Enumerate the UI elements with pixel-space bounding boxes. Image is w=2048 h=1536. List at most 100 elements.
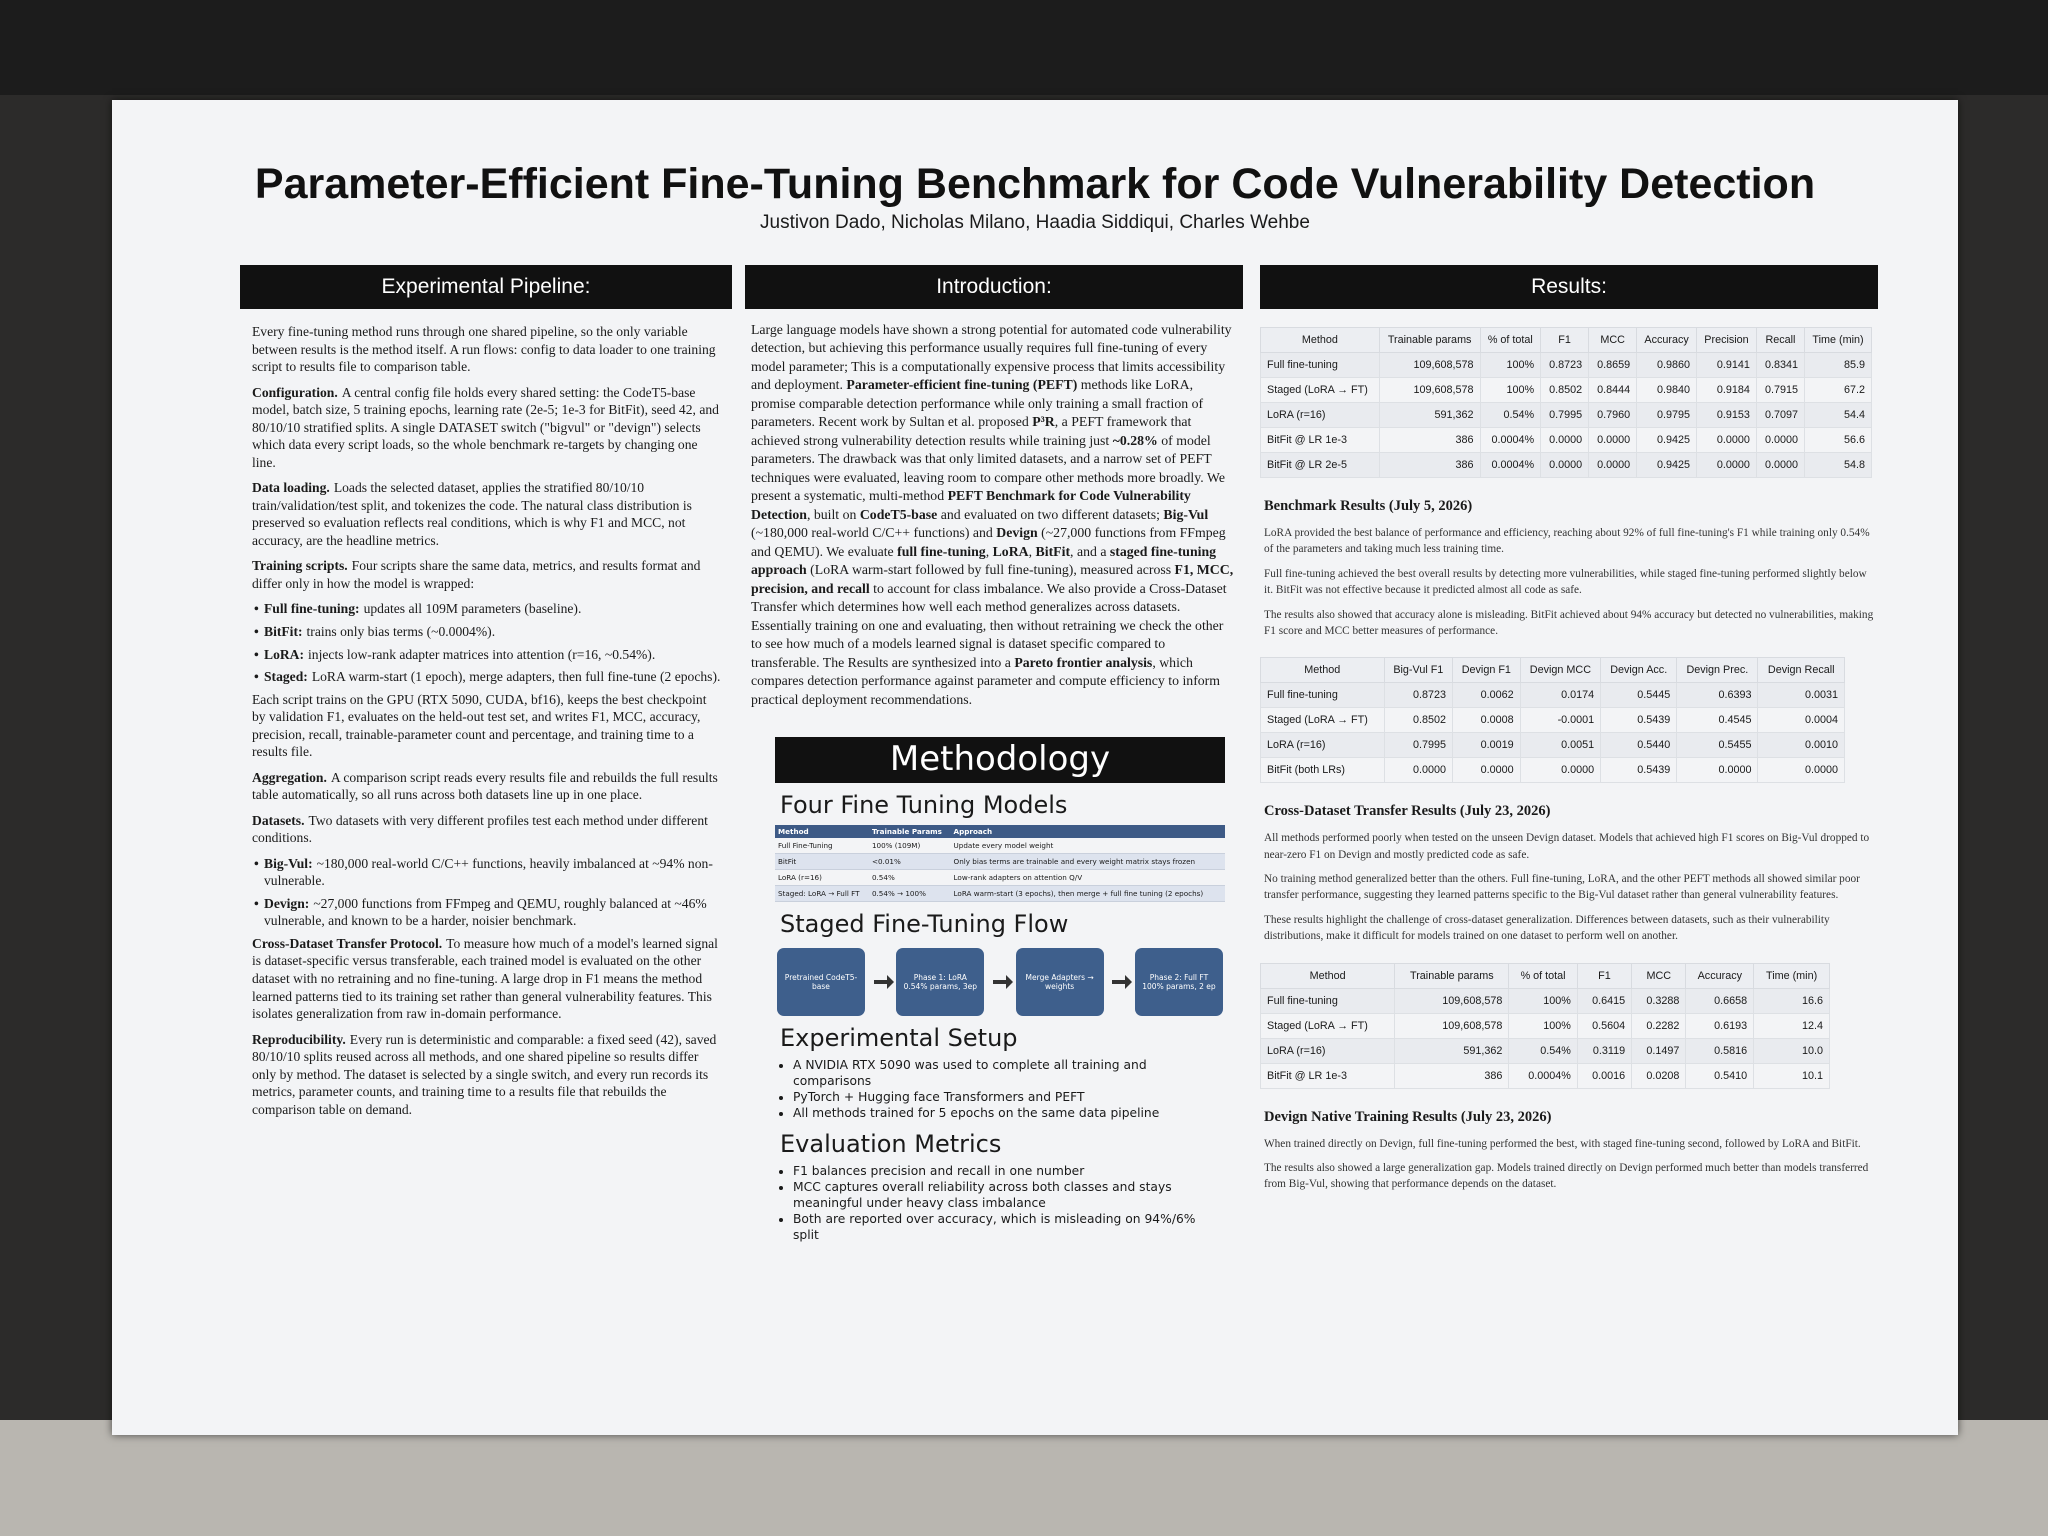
table-cell: Full fine-tuning (1260, 352, 1380, 378)
table-cell: 0.7097 (1755, 402, 1805, 428)
bold-text: Pareto frontier analysis (1014, 654, 1153, 670)
bold-text: PEFT Benchmark for Code Vulnerability De… (751, 488, 1191, 522)
table-cell: Full fine-tuning (1259, 987, 1396, 1014)
header-cell: Devign Acc. (1600, 657, 1678, 684)
table-cell: 0.8502 (1383, 707, 1454, 734)
table-cell: BitFit @ LR 1e-3 (1260, 427, 1380, 453)
table-cell: 0.5439 (1600, 757, 1678, 784)
table-cell: 0.0174 (1519, 682, 1602, 709)
bold-text: staged fine-tuning approach (751, 543, 1217, 578)
table-cell: 0.9795 (1636, 402, 1698, 428)
table-cell: 0.6193 (1685, 1012, 1755, 1039)
metric-item: F1 balances precision and recall in one … (793, 1164, 1225, 1180)
table-cell: Staged (LoRA → FT) (1260, 707, 1385, 734)
bullet-item: LoRA:injects low-rank adapter matrices i… (252, 646, 722, 664)
header-cell: Devign MCC (1519, 657, 1602, 684)
table-cell: 386 (1394, 1062, 1510, 1089)
table-cell: 16.6 (1753, 987, 1830, 1014)
table-cell: 0.0000 (1696, 427, 1757, 453)
methodology-heading: Methodology (775, 737, 1225, 784)
table-cell: -0.0001 (1519, 707, 1602, 734)
table-cell: 100% (109M) (868, 838, 951, 855)
table-cell: 386 (1378, 452, 1481, 478)
table-cell: Full fine-tuning (1260, 682, 1385, 709)
bullet-item: Full fine-tuning:updates all 109M parame… (252, 600, 722, 618)
table-row: BitFit @ LR 1e-3 386 0.0004% 0.0016 0.0208 0.… (1259, 1062, 1830, 1089)
flow-arrow (992, 975, 1013, 990)
table-cell: 0.5455 (1676, 732, 1759, 759)
body-text: , built on (806, 506, 860, 522)
body-text: Two datasets with very different profile… (252, 812, 708, 846)
body-text: , a PEFT framework that achieved strong … (751, 414, 1192, 448)
table-cell: 0.0051 (1519, 732, 1602, 759)
bullet-item: Devign:~27,000 functions from FFmpeg and… (252, 895, 722, 930)
table-row: LoRA (r=16) 0.7995 0.0019 0.0051 0.5440 0.545… (1260, 732, 1845, 759)
table-cell: 0.0000 (1540, 427, 1590, 453)
header-cell: MCC (1631, 962, 1687, 989)
header-cell: % of total (1479, 327, 1542, 353)
bold-text: full fine-tuning (897, 543, 986, 559)
header-cell: Accuracy (1685, 962, 1755, 989)
metrics-list: F1 balances precision and recall in one … (775, 1164, 1225, 1244)
table-cell: 109,608,578 (1378, 377, 1481, 403)
table-cell: Update every model weight (950, 838, 1225, 855)
table-cell: 0.6393 (1676, 682, 1759, 709)
header-cell: Approach (950, 825, 1225, 839)
setup-item: PyTorch + Hugging face Transformers and … (793, 1090, 1225, 1106)
lead-text: LoRA: (264, 646, 305, 662)
table-row: LoRA (r=16) 591,362 0.54% 0.7995 0.7960 0.979… (1260, 402, 1873, 428)
table-cell: LoRA warm-start (3 epochs), then merge +… (950, 885, 1225, 903)
table-cell: 67.2 (1803, 377, 1873, 403)
table-cell: 0.9184 (1696, 377, 1757, 403)
header-cell: Devign Prec. (1676, 657, 1759, 684)
table-cell: 0.8723 (1540, 352, 1590, 378)
table-cell: 0.8659 (1588, 352, 1638, 378)
paragraph: Datasets. Two datasets with very differen… (252, 812, 722, 847)
table-cell: <0.01% (868, 853, 951, 871)
header-cell: Time (min) (1803, 327, 1873, 353)
table-cell: 0.9860 (1636, 352, 1698, 378)
body-text: LoRA warm-start (1 epoch), merge adapter… (311, 669, 721, 685)
paragraph: The results also showed that accuracy al… (1264, 608, 1874, 637)
lead-text: Datasets. (252, 812, 305, 828)
table-cell: 0.0016 (1576, 1062, 1633, 1089)
table-cell: 0.0208 (1631, 1062, 1687, 1089)
bold-text: P³R (1032, 414, 1055, 430)
table-cell: 0.0000 (1519, 757, 1602, 784)
table-cell: 12.4 (1753, 1012, 1830, 1039)
header-row: Method Trainable params% of total F1 MCC Acc… (1259, 962, 1830, 989)
table-cell: 0.0000 (1452, 757, 1521, 784)
table-cell: 386 (1378, 427, 1481, 453)
setup-list: A NVIDIA RTX 5090 was used to complete a… (775, 1058, 1225, 1122)
models-table-wrap: Method Trainable Params Approach Full Fine-… (775, 825, 1225, 903)
paragraph: Each script trains on the GPU (RTX 5090,… (252, 691, 722, 761)
background-floor (0, 1420, 2048, 1536)
table-cell: 0.0000 (1755, 452, 1805, 478)
table-wrap: Method Trainable params% of total F1 MCC Acc… (1260, 327, 1878, 478)
paragraph: No training method generalized better th… (1264, 873, 1860, 902)
table-cell: 0.3119 (1576, 1037, 1633, 1064)
header-cell: F1 (1540, 327, 1590, 353)
subheading: Devign Native Training Results (July 23,… (1264, 1108, 1552, 1125)
table-cell: 54.4 (1803, 402, 1873, 428)
header-cell: Trainable Params (868, 825, 951, 839)
body-text: To measure how much of a model's learned… (252, 935, 718, 1022)
bold-text: LoRA (992, 543, 1029, 559)
table-cell: 0.0000 (1757, 757, 1845, 784)
table-cell: 0.5445 (1600, 682, 1678, 709)
table-cell: 0.4545 (1676, 707, 1759, 734)
header-cell: Trainable params (1394, 962, 1510, 989)
subheading: Staged Fine-Tuning Flow (780, 910, 1069, 939)
pipeline-column: Experimental Pipeline: Every fine-tuning… (240, 265, 732, 1126)
table-row: Staged (LoRA → FT) 109,608,578 100% 0.5604 0… (1259, 1012, 1830, 1039)
lead-text: Reproducibility. (252, 1031, 346, 1047)
table-cell: 0.0004 (1757, 707, 1845, 734)
table-cell: 0.9425 (1636, 452, 1698, 478)
table-cell: Only bias terms are trainable and every … (950, 853, 1225, 871)
table-cell: 0.54% → 100% (868, 885, 951, 903)
header-cell: Devign F1 (1452, 657, 1521, 684)
flow-diagram: Pretrained CodeT5-base Phase 1: LoRA 0.54… (777, 948, 1223, 1017)
table-cell: Staged: LoRA → Full FT (775, 885, 869, 903)
table-cell: 0.0000 (1696, 452, 1757, 478)
